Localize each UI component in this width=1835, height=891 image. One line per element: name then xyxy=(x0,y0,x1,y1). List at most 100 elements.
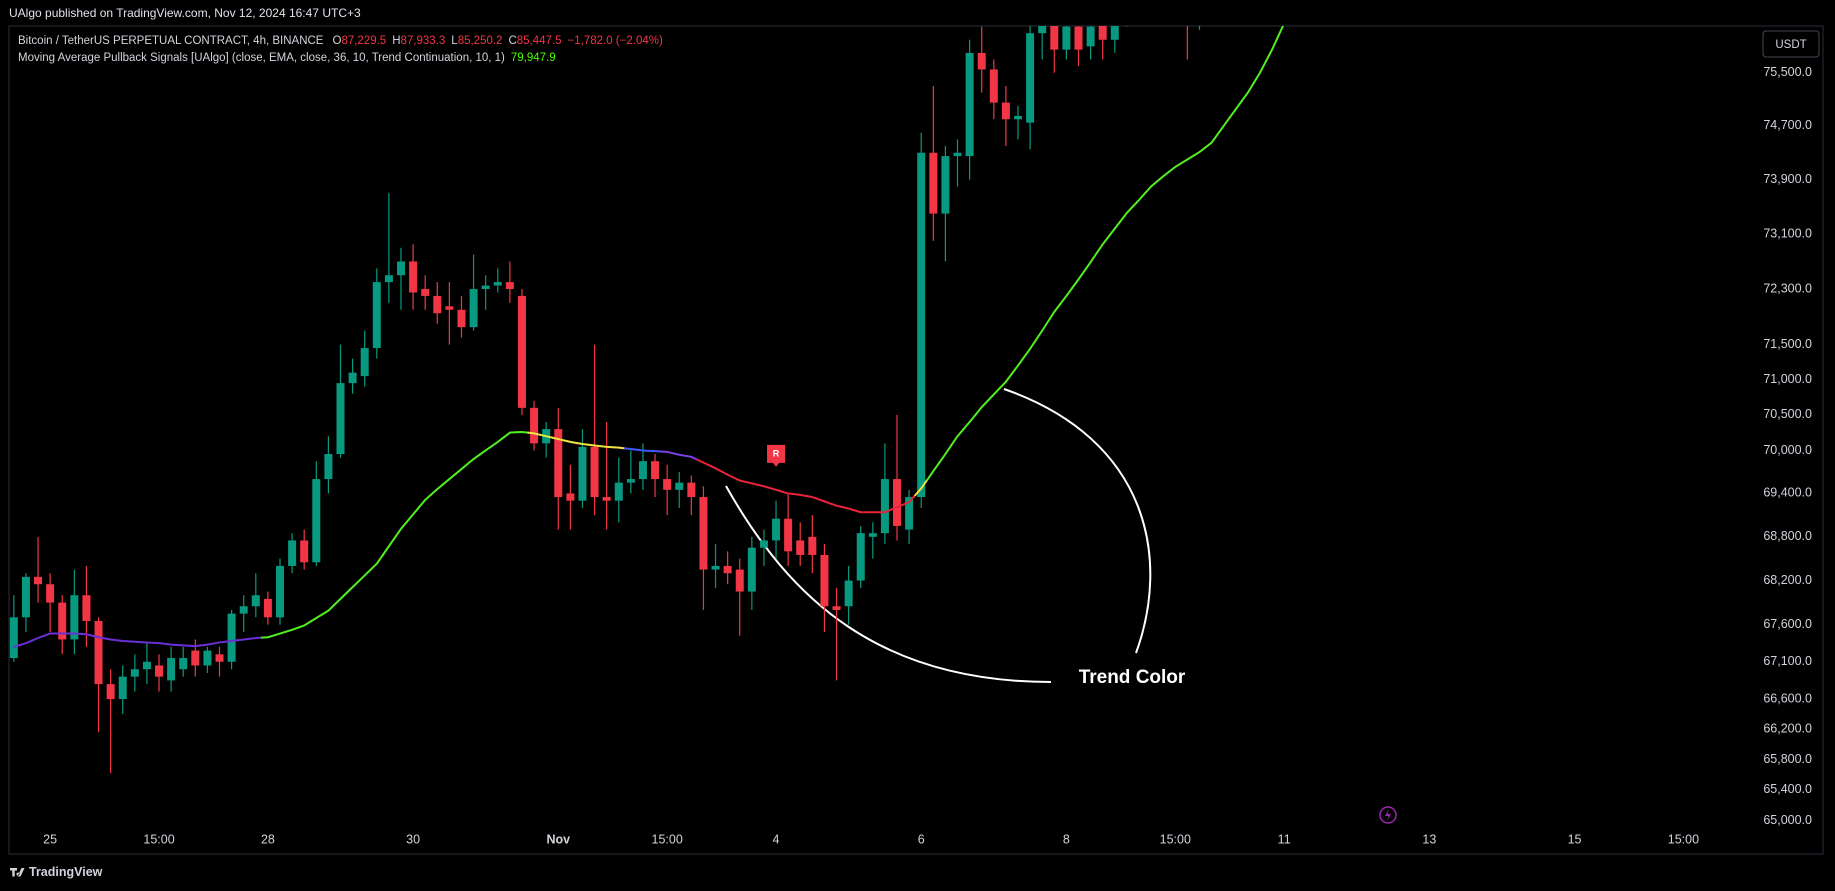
candle-body xyxy=(505,282,514,290)
candle-body xyxy=(227,613,236,662)
ema-line xyxy=(587,443,602,448)
currency-button[interactable]: USDT xyxy=(1762,30,1820,58)
candle-body xyxy=(348,372,357,384)
alert-bolt[interactable] xyxy=(1385,809,1391,821)
alert-icon[interactable] xyxy=(1379,806,1397,824)
candle-body xyxy=(457,309,466,328)
x-tick-label: 25 xyxy=(43,832,57,846)
candle-body xyxy=(409,261,418,293)
ema-line xyxy=(30,634,46,642)
candle-body xyxy=(433,295,442,314)
ema-line xyxy=(914,478,929,497)
x-tick-label: 15:00 xyxy=(1160,832,1191,846)
footer-brand[interactable]: TradingView xyxy=(29,865,103,879)
candle-body xyxy=(530,407,539,444)
ema-line xyxy=(768,487,784,493)
ema-line xyxy=(442,473,457,486)
candle-body xyxy=(651,461,660,480)
ema-line xyxy=(1265,35,1280,63)
symbol-legend: Bitcoin / TetherUS PERPETUAL CONTRACT, 4… xyxy=(18,35,663,47)
candle-body xyxy=(856,533,865,581)
currency-button-box[interactable] xyxy=(1762,30,1820,58)
ema-line xyxy=(418,493,433,509)
y-tick-label: 68,800.0 xyxy=(1763,529,1812,543)
ema-line xyxy=(527,431,542,436)
ema-line xyxy=(1277,26,1285,38)
y-tick-label: 65,800.0 xyxy=(1763,752,1812,766)
ema-line xyxy=(1059,286,1074,305)
y-tick-label: 66,600.0 xyxy=(1763,691,1812,705)
ema-line xyxy=(696,458,711,467)
arrow-curve xyxy=(725,485,1052,683)
alert-circle[interactable] xyxy=(1379,806,1397,824)
candle-body xyxy=(288,540,297,566)
ema-line xyxy=(333,592,348,606)
y-tick-label: 65,000.0 xyxy=(1763,813,1812,827)
x-tick-label: 15:00 xyxy=(1668,832,1699,846)
ema-line xyxy=(563,439,578,444)
ema-line xyxy=(744,480,759,486)
candle-body xyxy=(602,497,611,501)
signal-badge xyxy=(767,444,786,467)
candle-body xyxy=(70,595,79,640)
ema-line xyxy=(660,450,675,455)
candle-body xyxy=(9,617,18,659)
ema-line xyxy=(357,568,372,583)
candle-body xyxy=(82,595,91,621)
ema-line xyxy=(103,637,118,642)
candle-body xyxy=(917,152,926,498)
candle-body xyxy=(336,383,345,455)
candle-body xyxy=(880,479,889,534)
candle-body xyxy=(1050,26,1059,50)
ema-line xyxy=(12,644,21,648)
footer-logo[interactable]: TradingView xyxy=(9,865,103,879)
ema-line xyxy=(1131,192,1147,208)
ema-line xyxy=(1107,219,1122,238)
ema-line xyxy=(345,580,360,595)
y-tick-label: 74,700.0 xyxy=(1763,118,1812,132)
candle-body xyxy=(578,446,587,501)
ohlc-value: 87,933.3 xyxy=(401,35,446,47)
annotation-text: Trend Color xyxy=(1079,667,1186,688)
candle-body xyxy=(251,595,260,607)
candle-body xyxy=(747,547,756,592)
ema-line xyxy=(176,644,191,647)
x-tick-label: 28 xyxy=(261,832,275,846)
ohlc-key: C xyxy=(508,35,516,47)
ema-line xyxy=(1095,235,1110,255)
ema-line xyxy=(381,536,396,556)
ohlc-key: L xyxy=(451,35,458,47)
ema-line xyxy=(986,387,1001,402)
x-tick-label: 13 xyxy=(1422,832,1436,846)
ema-line xyxy=(164,642,179,647)
candle-body xyxy=(130,669,139,677)
ema-line xyxy=(236,637,251,642)
ema-line xyxy=(393,520,409,539)
logo-mark[interactable] xyxy=(9,868,25,877)
currency-label[interactable]: USDT xyxy=(1775,39,1806,51)
arrow-curve xyxy=(1003,388,1152,654)
annotation-arrows xyxy=(725,388,1152,683)
ema-line xyxy=(720,470,735,479)
candle-body xyxy=(1086,26,1095,47)
candle-body xyxy=(844,580,853,607)
y-tick-label: 69,400.0 xyxy=(1763,486,1812,500)
x-tick-label: 11 xyxy=(1278,832,1291,846)
ema-line xyxy=(502,431,517,439)
candle-body xyxy=(191,650,200,666)
candle-body xyxy=(1062,26,1071,50)
candle-body xyxy=(808,536,817,555)
ema-line xyxy=(635,448,651,452)
candle-body xyxy=(905,497,914,530)
ema-line xyxy=(853,509,868,514)
plot-area: R xyxy=(9,26,1285,774)
candle-body xyxy=(554,429,563,498)
candle-body xyxy=(614,482,623,501)
ema-line xyxy=(224,639,239,643)
ema-line xyxy=(79,632,94,637)
y-tick-label: 70,000.0 xyxy=(1763,443,1812,457)
candle-body xyxy=(396,261,405,276)
ema-line xyxy=(1252,60,1268,84)
candle-body xyxy=(989,69,998,103)
ema-line xyxy=(829,502,844,509)
